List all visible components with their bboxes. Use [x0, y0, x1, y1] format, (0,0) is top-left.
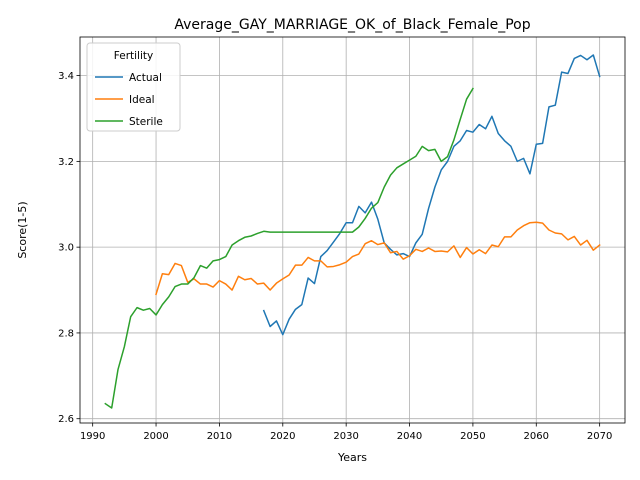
- legend-label-actual: Actual: [129, 72, 162, 84]
- plot-frame: [79, 36, 626, 424]
- chart-title: Average_GAY_MARRIAGE_OK_of_Black_Female_…: [174, 17, 530, 33]
- y-tick-label: 3.4: [58, 71, 74, 82]
- legend-box: [86, 42, 181, 132]
- legend: Fertility Actual Ideal Sterile: [86, 42, 181, 132]
- legend-label-ideal: Ideal: [129, 94, 155, 106]
- y-axis: 2.6 2.8 3.0 3.2 3.4: [58, 71, 80, 425]
- series-layer: [104, 54, 601, 409]
- series-line-sterile: [104, 87, 474, 409]
- y-tick-label: 3.0: [58, 243, 74, 254]
- series-line-ideal: [155, 221, 601, 296]
- y-tick-label: 2.6: [58, 414, 74, 425]
- legend-label-sterile: Sterile: [129, 116, 163, 128]
- x-tick-label: 1990: [80, 431, 105, 442]
- x-tick-label: 2050: [460, 431, 485, 442]
- x-axis-label: Years: [337, 451, 367, 464]
- x-tick-label: 2000: [143, 431, 168, 442]
- x-tick-label: 2030: [333, 431, 358, 442]
- y-tick-label: 2.8: [58, 328, 74, 339]
- x-tick-label: 2070: [587, 431, 612, 442]
- x-axis: 1990 2000 2010 2020 2030 2040 2050 2060 2070: [80, 423, 612, 442]
- x-tick-label: 2010: [207, 431, 232, 442]
- x-tick-label: 2040: [397, 431, 422, 442]
- grid-lines: [80, 37, 625, 423]
- x-tick-label: 2060: [524, 431, 549, 442]
- y-tick-label: 3.2: [58, 157, 74, 168]
- y-axis-label: Score(1-5): [16, 201, 29, 258]
- x-tick-label: 2020: [270, 431, 295, 442]
- legend-title: Fertility: [114, 50, 153, 62]
